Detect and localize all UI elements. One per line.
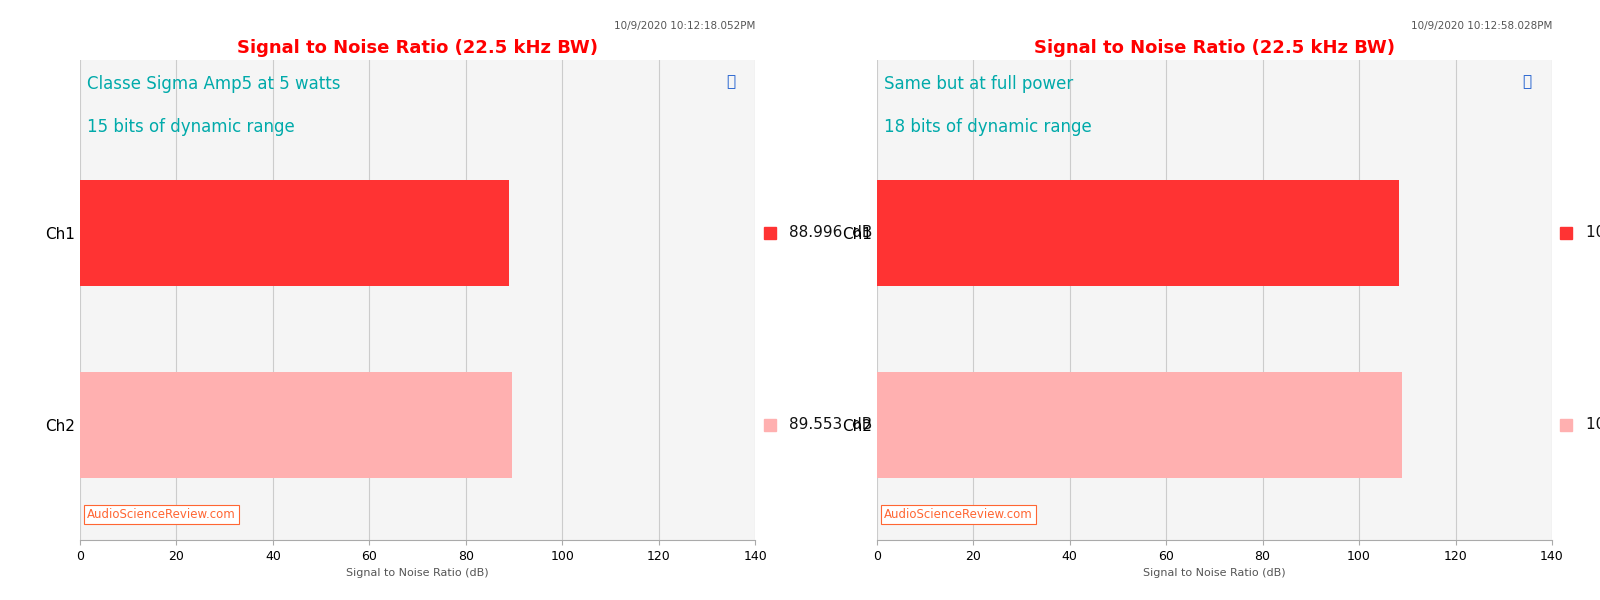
Text: 109.003  dB: 109.003 dB (1586, 418, 1600, 432)
Text: Same but at full power: Same but at full power (885, 76, 1074, 94)
X-axis label: Signal to Noise Ratio (dB): Signal to Noise Ratio (dB) (346, 568, 490, 578)
Bar (877, 372, 1403, 478)
Title: Signal to Noise Ratio (22.5 kHz BW): Signal to Noise Ratio (22.5 kHz BW) (237, 39, 598, 57)
Text: 10/9/2020 10:12:58.028PM: 10/9/2020 10:12:58.028PM (1411, 21, 1552, 31)
Bar (80, 180, 509, 286)
Text: 18 bits of dynamic range: 18 bits of dynamic range (885, 118, 1091, 136)
Bar (877, 180, 1400, 286)
Text: 15 bits of dynamic range: 15 bits of dynamic range (88, 118, 294, 136)
Bar (80, 372, 512, 478)
Text: 89.553  dB: 89.553 dB (789, 418, 872, 432)
Text: Classe Sigma Amp5 at 5 watts: Classe Sigma Amp5 at 5 watts (88, 76, 341, 94)
Text: 108.352  dB: 108.352 dB (1586, 225, 1600, 240)
Title: Signal to Noise Ratio (22.5 kHz BW): Signal to Noise Ratio (22.5 kHz BW) (1034, 39, 1395, 57)
Text: Ⓐ: Ⓐ (726, 74, 734, 89)
Text: 10/9/2020 10:12:18.052PM: 10/9/2020 10:12:18.052PM (614, 21, 755, 31)
X-axis label: Signal to Noise Ratio (dB): Signal to Noise Ratio (dB) (1142, 568, 1286, 578)
Text: AudioScienceReview.com: AudioScienceReview.com (885, 508, 1032, 521)
Text: AudioScienceReview.com: AudioScienceReview.com (88, 508, 235, 521)
Text: 88.996  dB: 88.996 dB (789, 225, 872, 240)
Text: Ⓐ: Ⓐ (1523, 74, 1531, 89)
